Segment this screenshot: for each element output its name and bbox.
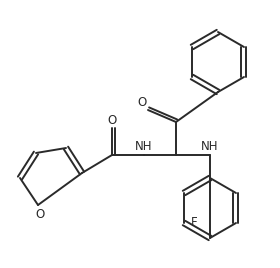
Text: O: O [107,114,117,126]
Text: NH: NH [201,140,219,154]
Text: F: F [191,217,197,229]
Text: NH: NH [135,140,153,154]
Text: O: O [137,96,147,110]
Text: O: O [35,209,45,221]
